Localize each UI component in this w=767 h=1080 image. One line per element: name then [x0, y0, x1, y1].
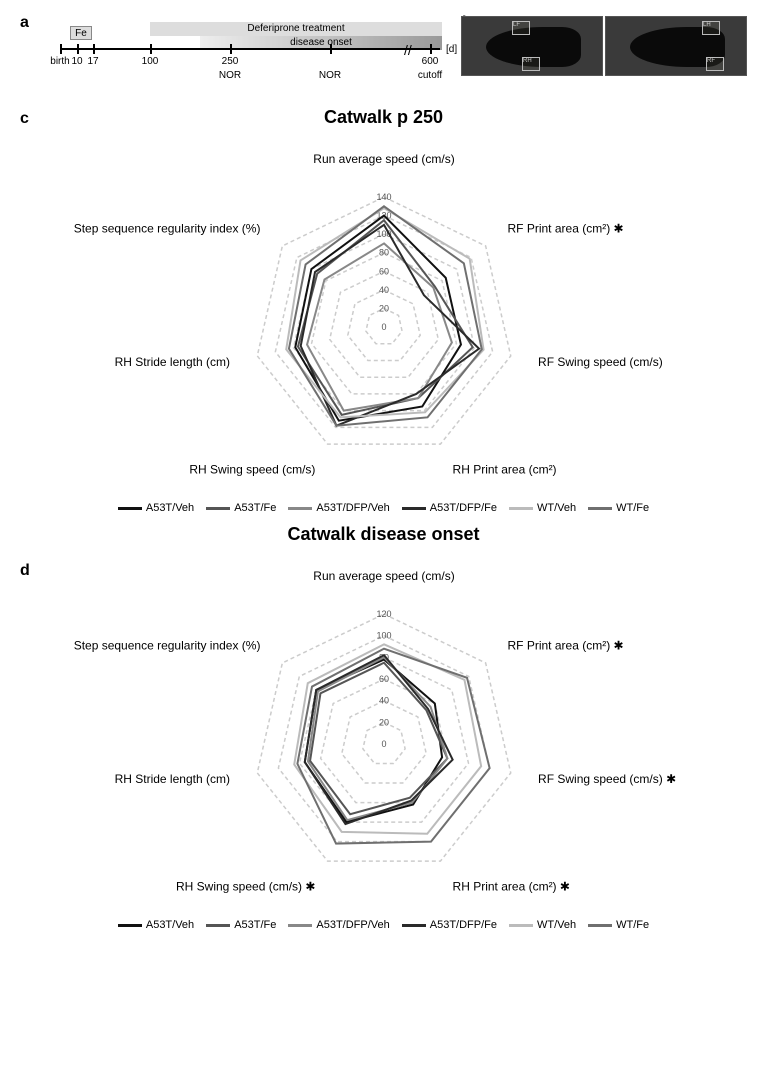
svg-text:0: 0 — [381, 739, 386, 749]
paw-label-rh: RH — [522, 57, 540, 71]
radar-d-title: Catwalk disease onset — [0, 524, 767, 545]
legend-item: A53T/DFP/Fe — [402, 919, 497, 931]
svg-text:RH Stride length (cm): RH Stride length (cm) — [114, 772, 229, 786]
legend-item: WT/Veh — [509, 502, 576, 514]
timeline-tick-label: 600 — [422, 56, 439, 67]
legend-swatch — [118, 924, 142, 927]
legend-label: WT/Fe — [616, 502, 649, 514]
legend-c: A53T/Veh A53T/Fe A53T/DFP/Veh A53T/DFP/Fe WT… — [0, 498, 767, 524]
timeline-below-label: NOR — [319, 70, 341, 81]
legend-label: WT/Veh — [537, 502, 576, 514]
dfp-box: Deferiprone treatment — [150, 22, 442, 36]
legend-swatch — [509, 924, 533, 927]
legend-item: A53T/DFP/Veh — [288, 502, 389, 514]
mouse-image-2: LH RF — [605, 16, 747, 76]
svg-text:Step sequence regularity index: Step sequence regularity index (%) — [73, 221, 260, 235]
svg-text:Run average speed (cm/s): Run average speed (cm/s) — [313, 569, 454, 583]
legend-label: A53T/DFP/Veh — [316, 919, 389, 931]
paw-label-rf: RF — [706, 57, 724, 71]
svg-text:40: 40 — [378, 285, 388, 295]
legend-item: A53T/Veh — [118, 919, 194, 931]
svg-text:Run average speed (cm/s): Run average speed (cm/s) — [313, 152, 454, 166]
svg-text:20: 20 — [378, 717, 388, 727]
image-panel: LF RH LH RF — [461, 16, 747, 76]
svg-text:RH Print area (cm²) ✱: RH Print area (cm²) ✱ — [452, 879, 569, 893]
legend-swatch — [588, 507, 612, 510]
paw-label-lf: LF — [512, 21, 530, 35]
timeline-tick-label: 10 — [71, 56, 82, 67]
svg-text:100: 100 — [376, 631, 391, 641]
legend-label: A53T/Fe — [234, 919, 276, 931]
legend-item: A53T/DFP/Veh — [288, 919, 389, 931]
svg-text:RH Print area (cm²): RH Print area (cm²) — [452, 462, 556, 476]
legend-item: A53T/Veh — [118, 502, 194, 514]
timeline-tick — [77, 44, 79, 54]
legend-swatch — [206, 507, 230, 510]
legend-item: WT/Fe — [588, 919, 649, 931]
timeline-tick — [230, 44, 232, 54]
svg-text:60: 60 — [378, 266, 388, 276]
timeline-tick — [430, 44, 432, 54]
timeline-axis — [60, 48, 440, 50]
legend-item: A53T/DFP/Fe — [402, 502, 497, 514]
legend-swatch — [288, 507, 312, 510]
svg-text:120: 120 — [376, 609, 391, 619]
fe-box: Fe — [70, 26, 92, 40]
timeline-tick — [93, 44, 95, 54]
figure-root: a Fe Deferiprone treatment disease onset… — [0, 8, 767, 941]
radar-panel-d: Catwalk disease onset 020406080100120Run… — [0, 524, 767, 941]
svg-text:RH Swing speed (cm/s): RH Swing speed (cm/s) — [189, 462, 315, 476]
legend-swatch — [118, 507, 142, 510]
timeline-tick-label: 17 — [87, 56, 98, 67]
svg-text:80: 80 — [378, 248, 388, 258]
svg-text:RF Swing speed (cm/s): RF Swing speed (cm/s) — [538, 355, 663, 369]
timeline-below-label: NOR — [219, 70, 241, 81]
timeline-tick — [60, 44, 62, 54]
legend-label: A53T/DFP/Fe — [430, 502, 497, 514]
paw-label-lh: LH — [702, 21, 720, 35]
svg-text:60: 60 — [378, 674, 388, 684]
radar-c-chart: 020406080100120140Run average speed (cm/… — [24, 128, 744, 498]
svg-text:20: 20 — [378, 303, 388, 313]
legend-item: WT/Fe — [588, 502, 649, 514]
timeline-tick-label: birth — [50, 56, 69, 67]
radar-d-chart: 020406080100120Run average speed (cm/s)R… — [24, 545, 744, 915]
svg-text:Step sequence regularity index: Step sequence regularity index (%) — [73, 638, 260, 652]
day-unit: [d] — [446, 44, 457, 55]
timeline-tick-label: 100 — [142, 56, 159, 67]
legend-swatch — [288, 924, 312, 927]
legend-label: WT/Fe — [616, 919, 649, 931]
legend-label: A53T/Veh — [146, 919, 194, 931]
legend-swatch — [588, 924, 612, 927]
legend-label: A53T/Veh — [146, 502, 194, 514]
svg-text:RH Stride length (cm): RH Stride length (cm) — [114, 355, 229, 369]
legend-label: A53T/DFP/Fe — [430, 919, 497, 931]
svg-text:RF Print area (cm²) ✱: RF Print area (cm²) ✱ — [507, 221, 623, 235]
legend-item: A53T/Fe — [206, 502, 276, 514]
legend-item: WT/Veh — [509, 919, 576, 931]
timeline-tick-label: 250 — [222, 56, 239, 67]
legend-label: WT/Veh — [537, 919, 576, 931]
svg-text:140: 140 — [376, 192, 391, 202]
radar-c-title: Catwalk p 250 — [0, 107, 767, 128]
legend-swatch — [402, 507, 426, 510]
legend-swatch — [206, 924, 230, 927]
svg-text:RF Swing speed (cm/s) ✱: RF Swing speed (cm/s) ✱ — [538, 772, 676, 786]
mouse-image-1: LF RH — [461, 16, 603, 76]
legend-swatch — [402, 924, 426, 927]
timeline-break: // — [404, 42, 412, 58]
legend-label: A53T/Fe — [234, 502, 276, 514]
timeline-below-label: cutoff — [418, 70, 442, 81]
legend-swatch — [509, 507, 533, 510]
radar-panel-c: Catwalk p 250 020406080100120140Run aver… — [0, 103, 767, 524]
svg-text:0: 0 — [381, 322, 386, 332]
legend-item: A53T/Fe — [206, 919, 276, 931]
svg-text:RH Swing speed (cm/s) ✱: RH Swing speed (cm/s) ✱ — [176, 879, 315, 893]
svg-text:40: 40 — [378, 696, 388, 706]
legend-label: A53T/DFP/Veh — [316, 502, 389, 514]
svg-text:RF Print area (cm²) ✱: RF Print area (cm²) ✱ — [507, 638, 623, 652]
legend-d: A53T/Veh A53T/Fe A53T/DFP/Veh A53T/DFP/Fe WT… — [0, 915, 767, 941]
timeline-tick — [150, 44, 152, 54]
timeline-tick — [330, 44, 332, 54]
